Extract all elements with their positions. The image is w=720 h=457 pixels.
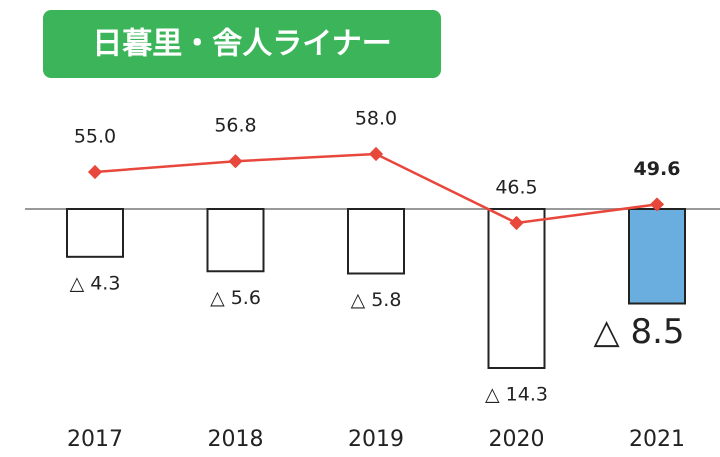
bar-label: △ 14.3 xyxy=(485,384,548,406)
line-label: 55.0 xyxy=(74,126,116,148)
x-tick-label: 2020 xyxy=(489,427,545,452)
line-label: 58.0 xyxy=(355,108,397,130)
line-point xyxy=(368,146,384,162)
bar-label: △ 8.5 xyxy=(593,312,684,352)
bar xyxy=(206,208,265,273)
line-point xyxy=(649,197,665,212)
line-label: 56.8 xyxy=(214,115,256,137)
chart-title: 日暮里・舎人ライナー xyxy=(92,27,391,62)
title-box xyxy=(43,10,441,78)
x-tick-label: 2017 xyxy=(67,427,123,452)
bar xyxy=(347,208,405,275)
line-point xyxy=(509,215,524,231)
x-tick-label: 2018 xyxy=(208,427,264,452)
x-tick-label: 2019 xyxy=(348,427,404,452)
bar-label: △ 5.6 xyxy=(210,287,261,309)
line-label: 49.6 xyxy=(634,158,681,180)
line-point xyxy=(87,164,103,180)
x-tick-label: 2021 xyxy=(629,427,685,452)
bar xyxy=(487,208,546,369)
line-label: 46.5 xyxy=(495,177,537,199)
bar-label: △ 4.3 xyxy=(70,272,121,294)
bar-label: △ 5.8 xyxy=(351,289,402,311)
bar xyxy=(628,208,686,305)
bar xyxy=(66,208,124,258)
line-point xyxy=(228,154,243,169)
